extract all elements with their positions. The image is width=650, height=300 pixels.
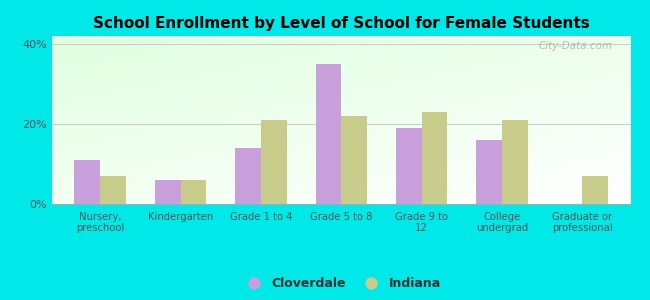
Bar [155, 180, 181, 204]
Bar [422, 112, 447, 204]
Bar [100, 176, 126, 204]
Bar [235, 148, 261, 204]
Bar [315, 64, 341, 204]
Bar [582, 176, 608, 204]
Bar [476, 140, 502, 204]
Legend: Cloverdale, Indiana: Cloverdale, Indiana [237, 272, 446, 295]
Bar [341, 116, 367, 204]
Text: City-Data.com: City-Data.com [539, 41, 613, 51]
Bar [502, 120, 528, 204]
Bar [261, 120, 287, 204]
Bar [396, 128, 422, 204]
Bar [75, 160, 100, 204]
Bar [181, 180, 206, 204]
Title: School Enrollment by Level of School for Female Students: School Enrollment by Level of School for… [93, 16, 590, 31]
